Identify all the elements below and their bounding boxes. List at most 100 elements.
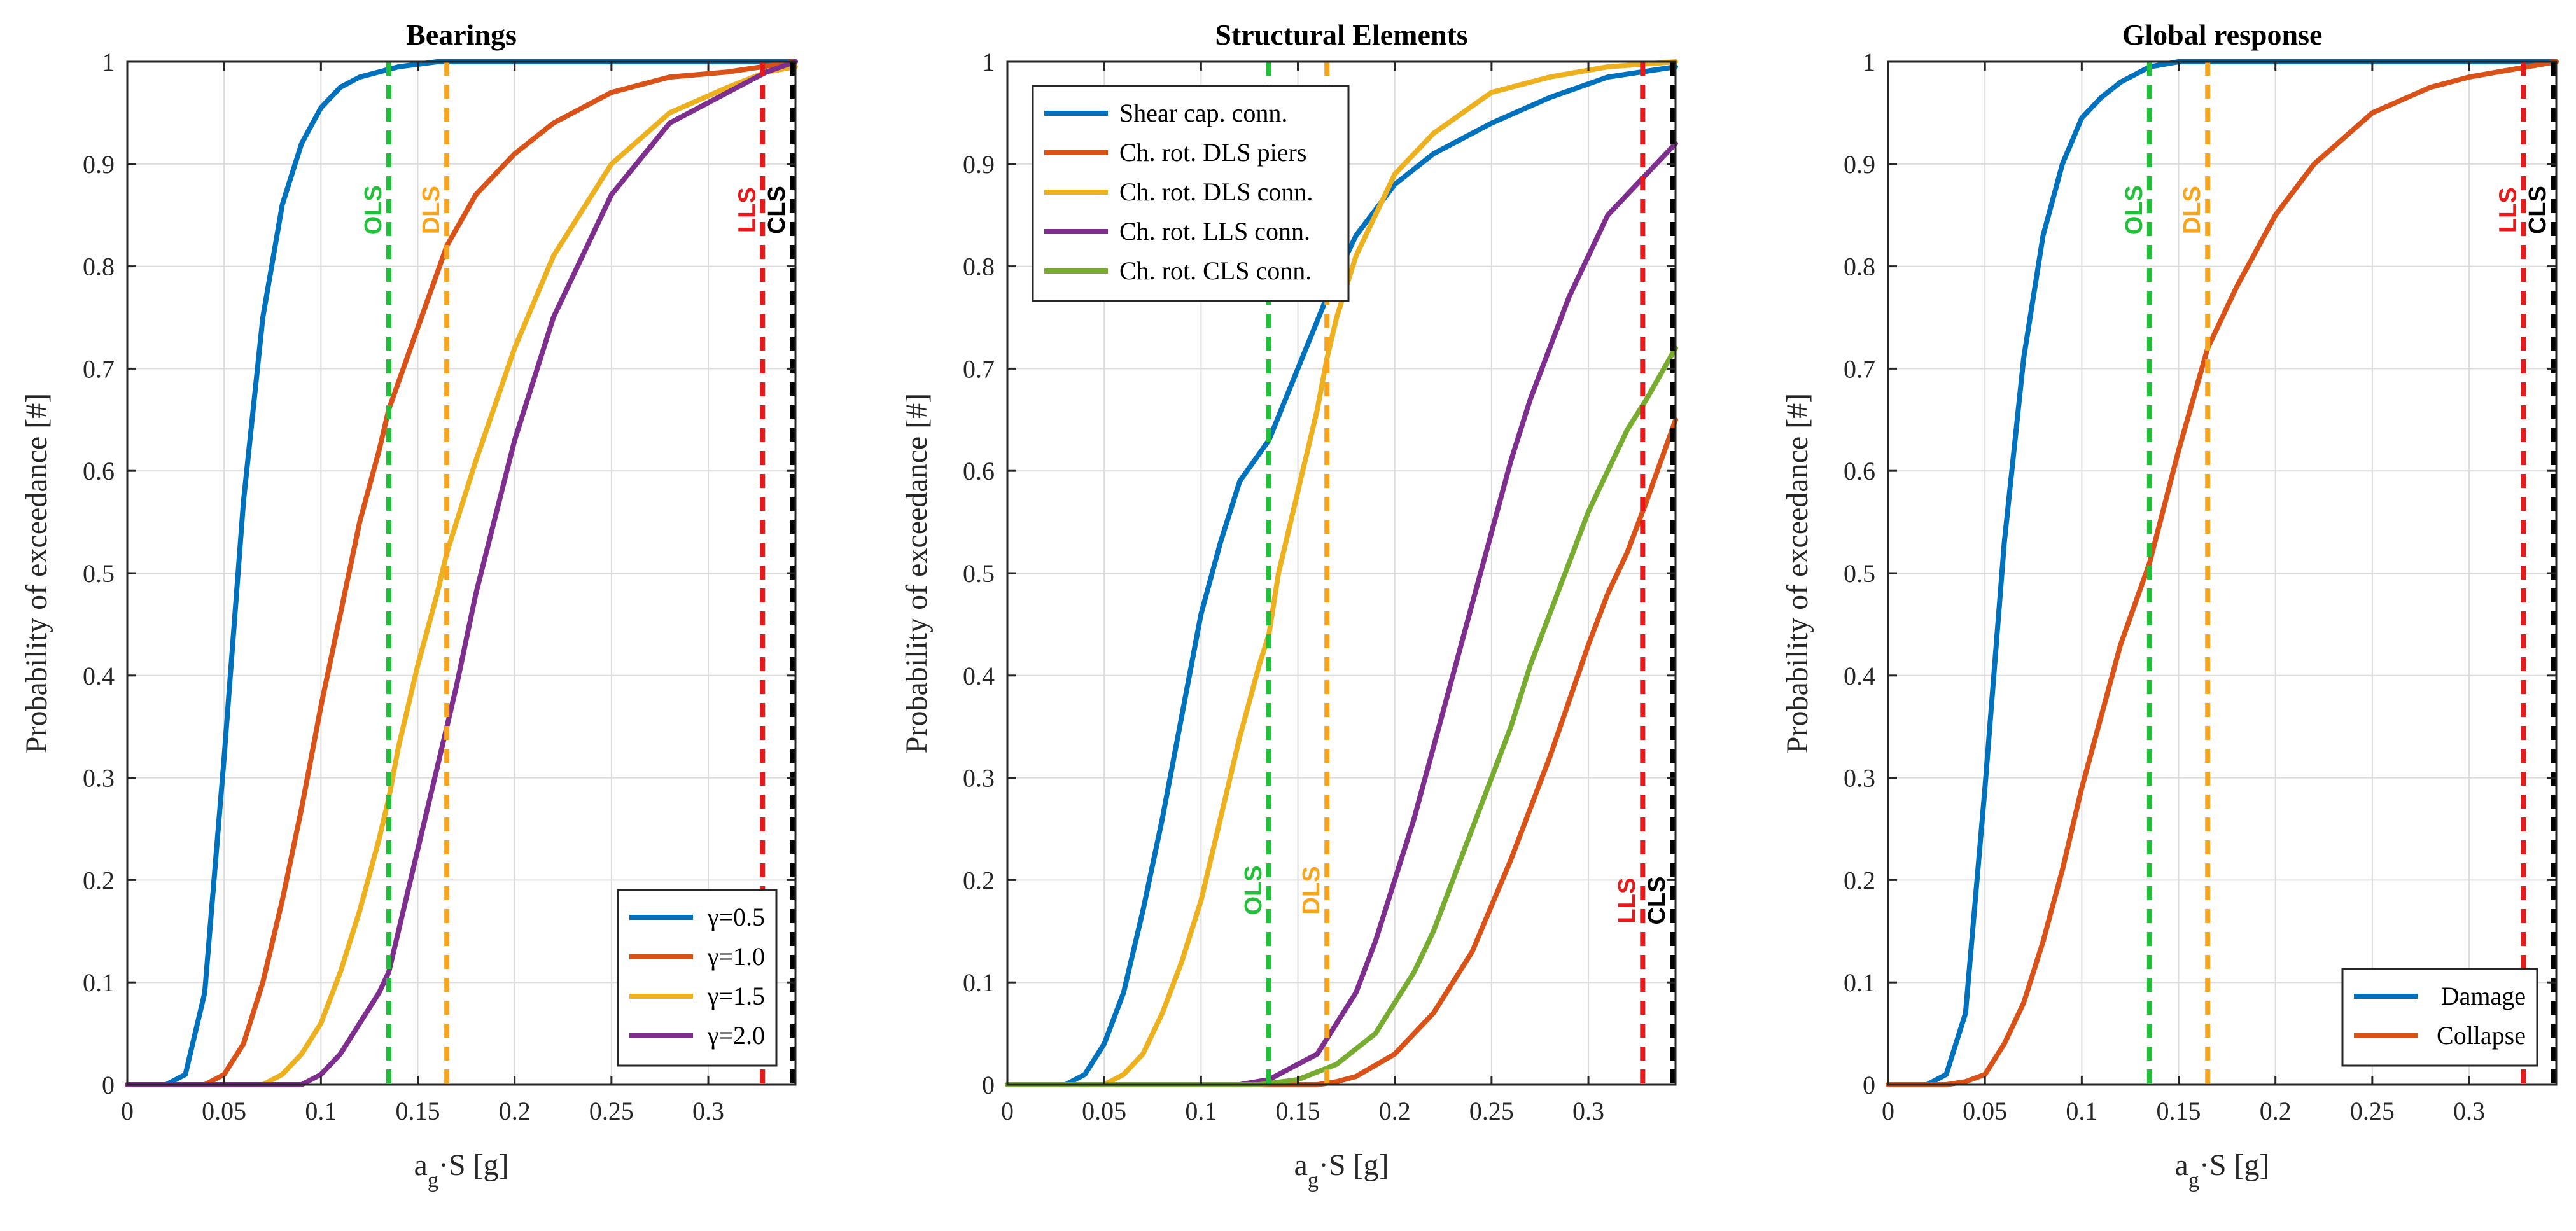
vline-label-cls: CLS — [2524, 186, 2551, 234]
legend-label-1: Damage — [2441, 982, 2526, 1010]
x-tick-label: 0.25 — [1469, 1097, 1514, 1125]
y-tick-label: 0.4 — [963, 662, 995, 690]
y-tick-label: 0.7 — [963, 354, 995, 383]
x-tick-label: 0.1 — [305, 1097, 337, 1125]
legend-label-3: γ=1.5 — [707, 982, 765, 1010]
y-tick-label: 0.7 — [83, 354, 115, 383]
vline-label-lls: LLS — [1614, 878, 1641, 924]
x-tick-label: 0.2 — [1379, 1097, 1411, 1125]
series-line-4 — [125, 59, 798, 1087]
y-tick-label: 0.6 — [1844, 457, 1875, 485]
x-tick-label: 0.1 — [1185, 1097, 1217, 1125]
x-axis-label: ag·S [g] — [2175, 1148, 2270, 1192]
y-tick-label: 0.6 — [963, 457, 995, 485]
legend-label-3: Ch. rot. DLS conn. — [1119, 177, 1313, 206]
legend-label-4: γ=2.0 — [707, 1021, 765, 1050]
x-tick-label: 0.05 — [1963, 1097, 2007, 1125]
panel-3: OLS DLS LLS CLS 0 0.05 0.1 0.15 0.2 0.25 0.3 0 0.1 0.… — [1781, 18, 2559, 1192]
y-tick-label: 0.6 — [83, 457, 115, 485]
y-tick-label: 0.3 — [1844, 764, 1875, 793]
y-tick-label: 1 — [982, 48, 995, 76]
y-axis-label: Probability of exceedance [#] — [20, 393, 53, 753]
x-axis-label: ag·S [g] — [414, 1148, 509, 1192]
series-line-5 — [1005, 345, 1678, 1087]
chart-title: Bearings — [406, 18, 517, 51]
x-tick-label: 0 — [1001, 1097, 1014, 1125]
y-tick-label: 0.1 — [1844, 968, 1875, 997]
y-tick-label: 0.9 — [1844, 150, 1875, 179]
y-tick-label: 0.9 — [963, 150, 995, 179]
series-line-2 — [1886, 59, 2559, 1087]
series-line-1 — [1005, 64, 1678, 1087]
y-tick-label: 0 — [982, 1071, 995, 1099]
x-tick-label: 0.1 — [2066, 1097, 2097, 1125]
y-tick-label: 0.4 — [1844, 662, 1875, 690]
x-tick-label: 0.25 — [2350, 1097, 2395, 1125]
y-tick-label: 0 — [102, 1071, 115, 1099]
chart-title: Structural Elements — [1215, 18, 1467, 51]
y-tick-label: 0.5 — [963, 559, 995, 588]
y-tick-label: 0.4 — [83, 662, 115, 690]
legend-label-2: γ=1.0 — [707, 942, 765, 971]
x-tick-label: 0.2 — [2260, 1097, 2292, 1125]
y-tick-label: 0.8 — [1844, 253, 1875, 281]
y-tick-label: 0.8 — [963, 253, 995, 281]
y-tick-label: 0.9 — [83, 150, 115, 179]
legend-label-2: Ch. rot. DLS piers — [1119, 138, 1306, 167]
vline-label-ols: OLS — [2121, 185, 2148, 235]
x-tick-label: 0.2 — [499, 1097, 531, 1125]
y-axis-label: Probability of exceedance [#] — [1781, 393, 1814, 753]
y-tick-label: 1 — [1863, 48, 1875, 76]
x-tick-label: 0.3 — [692, 1097, 724, 1125]
vline-label-cls: CLS — [1644, 877, 1670, 925]
y-tick-label: 0.7 — [1844, 354, 1875, 383]
series-line-2 — [1005, 417, 1678, 1087]
x-tick-label: 0.05 — [1082, 1097, 1126, 1125]
x-axis-label: ag·S [g] — [1294, 1148, 1389, 1192]
y-tick-label: 0.2 — [1844, 866, 1875, 894]
legend: γ=0.5 γ=1.0 γ=1.5 γ=2.0 — [617, 889, 778, 1067]
series-line-3 — [125, 64, 798, 1087]
x-tick-label: 0.25 — [589, 1097, 634, 1125]
vline-label-dls: DLS — [418, 186, 445, 234]
x-tick-label: 0 — [1882, 1097, 1894, 1125]
x-tick-label: 0.3 — [2453, 1097, 2485, 1125]
x-tick-label: 0.15 — [396, 1097, 440, 1125]
y-tick-label: 0.1 — [963, 968, 995, 997]
vline-label-cls: CLS — [764, 186, 790, 234]
series-line-3 — [1005, 59, 1678, 1087]
legend-label-4: Ch. rot. LLS conn. — [1119, 217, 1310, 246]
series-line-2 — [125, 59, 798, 1087]
x-tick-label: 0 — [121, 1097, 134, 1125]
vline-label-lls: LLS — [734, 187, 760, 233]
y-axis-label: Probability of exceedance [#] — [900, 393, 934, 753]
legend-label-2: Collapse — [2437, 1021, 2526, 1050]
legend: Damage Collapse — [2341, 968, 2538, 1067]
y-tick-label: 0.5 — [83, 559, 115, 588]
y-tick-label: 0.2 — [963, 866, 995, 894]
legend-label-1: Shear cap. conn. — [1119, 99, 1287, 127]
legend-label-5: Ch. rot. CLS conn. — [1119, 256, 1312, 285]
vline-label-lls: LLS — [2495, 187, 2521, 233]
legend: Shear cap. conn. Ch. rot. DLS piers Ch. ro… — [1032, 85, 1350, 302]
y-tick-label: 1 — [102, 48, 115, 76]
y-tick-label: 0.3 — [963, 764, 995, 793]
legend-label-1: γ=0.5 — [707, 903, 765, 931]
chart-title: Global response — [2122, 18, 2323, 51]
series-line-4 — [1005, 141, 1678, 1087]
x-tick-label: 0.15 — [2157, 1097, 2201, 1125]
panel-1: OLS DLS LLS CLS 0 0.05 0.1 0.15 0.2 0.25 0.3 0 0.1 0.… — [20, 18, 798, 1192]
vline-label-dls: DLS — [1298, 866, 1325, 914]
vline-label-dls: DLS — [2179, 186, 2206, 234]
vline-label-ols: OLS — [1240, 865, 1267, 915]
y-tick-label: 0.2 — [83, 866, 115, 894]
x-tick-label: 0.15 — [1276, 1097, 1320, 1125]
x-tick-label: 0.05 — [202, 1097, 246, 1125]
y-tick-label: 0.3 — [83, 764, 115, 793]
y-tick-label: 0 — [1863, 1071, 1875, 1099]
y-tick-label: 0.5 — [1844, 559, 1875, 588]
y-tick-label: 0.8 — [83, 253, 115, 281]
x-tick-label: 0.3 — [1572, 1097, 1604, 1125]
legend-box — [2341, 968, 2538, 1067]
